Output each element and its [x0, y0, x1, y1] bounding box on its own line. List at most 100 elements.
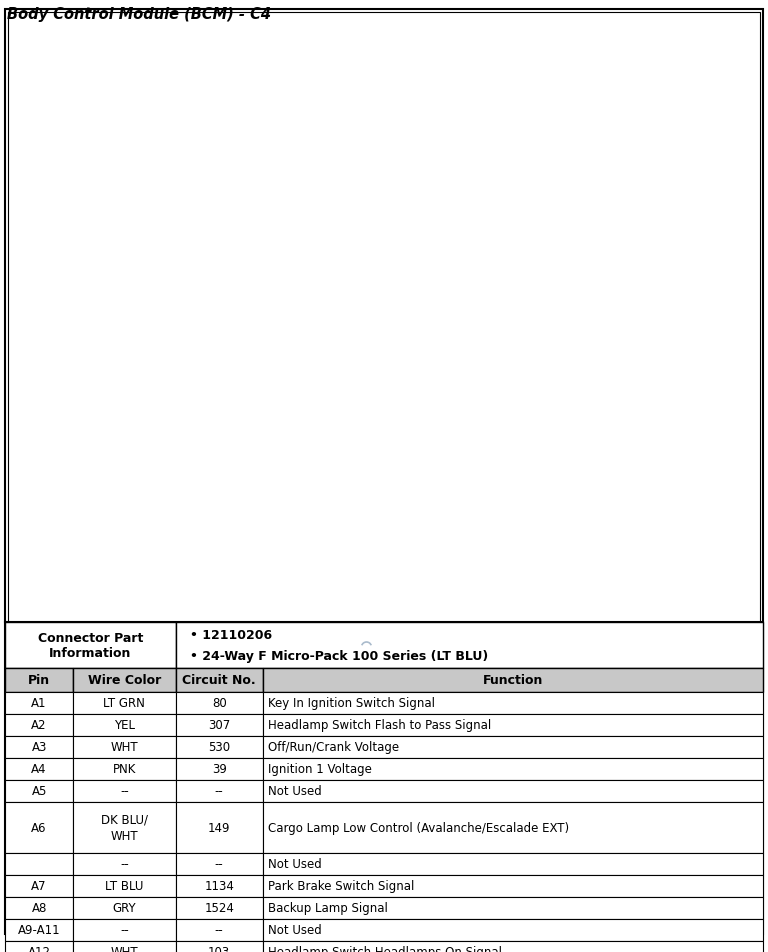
Text: Ignition 1 Voltage: Ignition 1 Voltage — [268, 763, 372, 776]
Bar — [316, 768, 330, 782]
Bar — [352, 768, 366, 782]
Text: --: -- — [215, 923, 223, 936]
Bar — [317, 677, 335, 695]
Bar — [176, 714, 263, 736]
Bar — [5, 736, 73, 758]
Bar — [604, 815, 613, 825]
Bar — [568, 815, 577, 825]
Bar — [616, 830, 625, 840]
Bar — [73, 897, 176, 919]
Text: A5: A5 — [31, 784, 47, 798]
Text: Key In Ignition Switch Signal: Key In Ignition Switch Signal — [268, 697, 435, 710]
Bar — [73, 736, 176, 758]
Bar — [369, 743, 385, 756]
Text: GRY: GRY — [113, 902, 136, 914]
Bar — [316, 743, 330, 756]
Bar — [406, 743, 421, 756]
Text: LT GRN: LT GRN — [104, 697, 145, 710]
Text: 39: 39 — [212, 763, 227, 776]
Bar — [592, 845, 601, 855]
Bar — [5, 875, 73, 897]
Bar — [261, 768, 276, 782]
Text: Not Used: Not Used — [268, 784, 322, 798]
Bar — [355, 838, 380, 849]
Bar — [568, 830, 577, 840]
Bar — [176, 919, 263, 941]
Bar — [176, 736, 263, 758]
Text: Not Used: Not Used — [268, 857, 322, 870]
Text: Pin: Pin — [28, 674, 50, 686]
Bar — [459, 743, 475, 756]
Bar — [5, 897, 73, 919]
Bar — [73, 692, 176, 714]
Bar — [475, 838, 499, 849]
Bar — [5, 781, 73, 803]
Text: A7: A7 — [31, 880, 47, 892]
Bar — [406, 768, 421, 782]
Text: B12: B12 — [527, 787, 548, 797]
Text: DK BLU/
WHT: DK BLU/ WHT — [101, 813, 148, 842]
Bar — [544, 815, 553, 825]
Bar — [544, 830, 553, 840]
Text: YEL: YEL — [114, 719, 135, 732]
Bar — [297, 743, 313, 756]
Bar — [616, 845, 625, 855]
Bar — [525, 807, 635, 863]
Bar — [73, 875, 176, 897]
Bar — [73, 714, 176, 736]
Text: WHT: WHT — [111, 945, 138, 952]
Polygon shape — [585, 779, 600, 807]
Bar — [246, 713, 505, 843]
Text: Backup Lamp Signal: Backup Lamp Signal — [268, 902, 388, 914]
Text: A2: A2 — [31, 719, 47, 732]
Bar — [459, 768, 475, 782]
Text: --: -- — [215, 784, 223, 798]
Bar — [176, 897, 263, 919]
Bar — [5, 941, 73, 952]
Text: Headlamp Switch Headlamps On Signal: Headlamp Switch Headlamps On Signal — [268, 945, 502, 952]
Text: 1524: 1524 — [204, 902, 234, 914]
Text: • 24-Way F Micro-Pack 100 Series (LT BLU): • 24-Way F Micro-Pack 100 Series (LT BLU… — [190, 649, 488, 662]
Bar — [263, 875, 763, 897]
Bar — [263, 692, 763, 714]
Bar — [176, 692, 263, 714]
Bar — [442, 743, 456, 756]
Bar — [73, 919, 176, 941]
Bar — [333, 743, 349, 756]
Text: LT BLU: LT BLU — [105, 880, 144, 892]
Bar — [73, 781, 176, 803]
Bar — [176, 803, 263, 853]
Polygon shape — [635, 787, 658, 863]
Bar — [263, 714, 763, 736]
Polygon shape — [525, 787, 658, 807]
Bar — [628, 815, 637, 825]
Text: 530: 530 — [208, 741, 230, 754]
Text: B1: B1 — [208, 787, 223, 797]
Bar — [5, 758, 73, 781]
Bar — [176, 623, 763, 668]
Bar — [5, 692, 73, 714]
Text: Wire Color: Wire Color — [88, 674, 161, 686]
Text: Off/Run/Crank Voltage: Off/Run/Crank Voltage — [268, 741, 399, 754]
Bar — [263, 803, 763, 853]
Bar — [407, 677, 425, 695]
Text: 149: 149 — [208, 821, 230, 834]
Bar — [280, 768, 294, 782]
Text: --: -- — [120, 784, 129, 798]
Bar — [73, 853, 176, 875]
Text: Body Control Module (BCM) - C4: Body Control Module (BCM) - C4 — [7, 7, 271, 22]
Text: • 12110206: • 12110206 — [190, 628, 272, 642]
Bar — [580, 830, 589, 840]
Bar — [263, 897, 763, 919]
Bar — [544, 845, 553, 855]
Bar — [532, 845, 541, 855]
Bar — [568, 845, 577, 855]
Text: WHT: WHT — [111, 741, 138, 754]
Text: --: -- — [215, 857, 223, 870]
Bar — [369, 768, 385, 782]
Bar — [253, 846, 498, 857]
Bar — [297, 768, 313, 782]
Bar — [532, 815, 541, 825]
Bar — [556, 815, 565, 825]
Text: 1134: 1134 — [204, 880, 234, 892]
